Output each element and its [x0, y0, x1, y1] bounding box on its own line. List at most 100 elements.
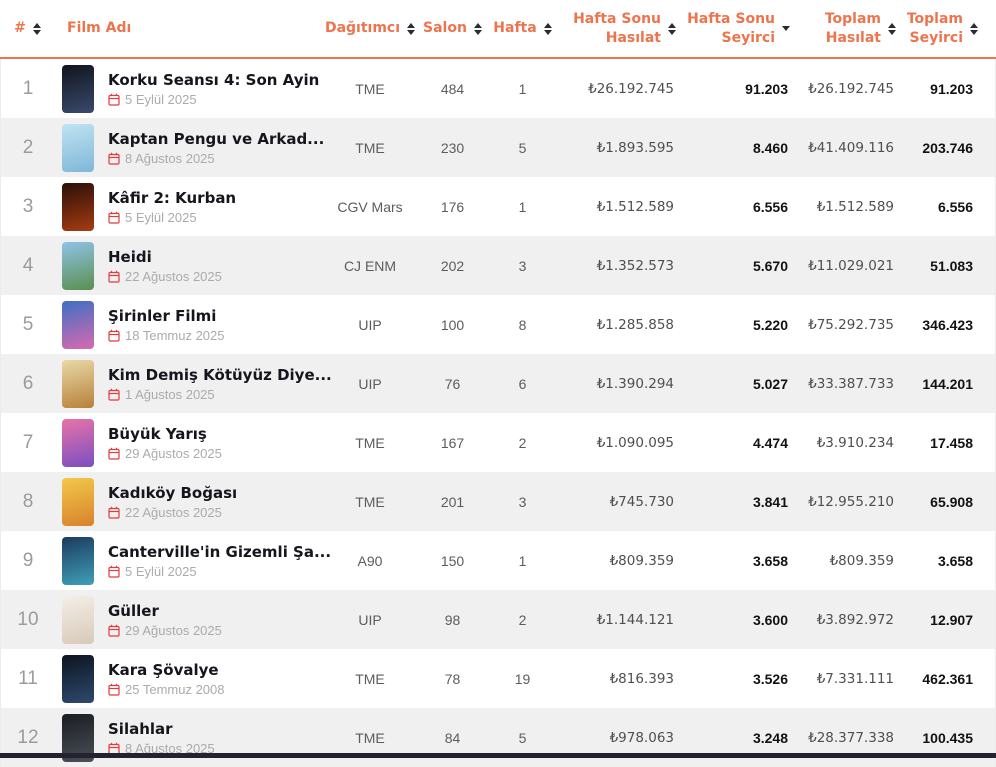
hafta-cell: 3	[518, 257, 527, 274]
film-title[interactable]: Güller	[108, 601, 159, 620]
salon-cell: 78	[444, 670, 461, 687]
film-poster[interactable]	[62, 477, 94, 526]
film-title[interactable]: Kim Demiş Kötüyüz Diye...	[108, 365, 332, 384]
film-cell: Canterville'in Gizemli Şa... 5 Eylül 202…	[55, 531, 332, 590]
distributor-cell: UIP	[358, 375, 382, 392]
weekend-gross-cell: ₺816.393	[609, 670, 674, 687]
film-release-date: 5 Eylül 2025	[108, 210, 236, 225]
film-info: Kara Şövalye 25 Temmuz 2008	[108, 661, 225, 697]
film-title[interactable]: Korku Seansı 4: Son Ayin	[108, 70, 320, 89]
hafta-cell: 3	[518, 493, 527, 510]
film-release-date: 22 Ağustos 2025	[108, 269, 222, 284]
table-row[interactable]: 2 Kaptan Pengu ve Arkad... 8 Ağustos 202…	[1, 118, 995, 177]
film-poster[interactable]	[62, 595, 94, 644]
table-row[interactable]: 8 Kadıköy Boğası 22 Ağustos 2025 TME 201…	[1, 472, 995, 531]
column-header-rank[interactable]: #	[0, 0, 55, 57]
table-row[interactable]: 4 Heidi 22 Ağustos 2025 CJ ENM 202 3 ₺1.…	[1, 236, 995, 295]
total-gross-cell: ₺75.292.735	[808, 316, 894, 333]
weekend-gross-cell: ₺745.730	[609, 493, 674, 510]
film-title[interactable]: Şirinler Filmi	[108, 306, 217, 325]
film-cell: Güller 29 Ağustos 2025	[55, 590, 320, 649]
sort-icon	[888, 22, 896, 35]
table-row[interactable]: 11 Kara Şövalye 25 Temmuz 2008 TME 78 19…	[1, 649, 995, 708]
hafta-cell: 1	[518, 80, 527, 97]
distributor-cell: TME	[355, 80, 385, 97]
film-release-date: 22 Ağustos 2025	[108, 505, 237, 520]
release-date-text: 8 Ağustos 2025	[125, 740, 215, 756]
film-poster[interactable]	[62, 241, 94, 290]
rank-cell: 7	[22, 431, 34, 453]
film-poster[interactable]	[62, 123, 94, 172]
column-header-salon[interactable]: Salon	[420, 0, 485, 57]
sort-icon	[473, 22, 482, 35]
weekend-admissions-cell: 91.203	[745, 80, 788, 97]
release-date-text: 5 Eylül 2025	[125, 563, 197, 579]
column-header-film-adi[interactable]: Film Adı	[55, 0, 320, 57]
calendar-icon	[108, 624, 120, 637]
table-row[interactable]: 5 Şirinler Filmi 18 Temmuz 2025 UIP 100 …	[1, 295, 995, 354]
weekend-admissions-cell: 4.474	[752, 434, 788, 451]
film-title[interactable]: Kaptan Pengu ve Arkad...	[108, 129, 325, 148]
film-info: Kadıköy Boğası 22 Ağustos 2025	[108, 484, 237, 520]
film-title[interactable]: Kara Şövalye	[108, 660, 219, 679]
total-admissions-cell: 65.908	[930, 493, 973, 510]
film-poster[interactable]	[62, 300, 94, 349]
table-row[interactable]: 10 Güller 29 Ağustos 2025 UIP 98 2 ₺1.14…	[1, 590, 995, 649]
table-body: 1 Korku Seansı 4: Son Ayin 5 Eylül 2025 …	[0, 59, 996, 767]
footer-bar	[0, 753, 996, 758]
column-header-hafta[interactable]: Hafta	[485, 0, 560, 57]
film-title[interactable]: Silahlar	[108, 719, 173, 738]
film-poster[interactable]	[62, 536, 94, 585]
film-poster[interactable]	[62, 359, 94, 408]
table-row[interactable]: 6 Kim Demiş Kötüyüz Diye... 1 Ağustos 20…	[1, 354, 995, 413]
film-poster[interactable]	[62, 654, 94, 703]
distributor-cell: TME	[355, 434, 385, 451]
salon-cell: 202	[440, 257, 465, 274]
hafta-cell: 5	[518, 729, 527, 746]
release-date-text: 5 Eylül 2025	[125, 91, 197, 107]
film-poster[interactable]	[62, 418, 94, 467]
column-header-label: Hafta Sonu Hasılat	[573, 11, 661, 46]
weekend-admissions-cell: 5.027	[752, 375, 788, 392]
salon-cell: 84	[444, 729, 461, 746]
table-row[interactable]: 7 Büyük Yarış 29 Ağustos 2025 TME 167 2 …	[1, 413, 995, 472]
table-row[interactable]: 9 Canterville'in Gizemli Şa... 5 Eylül 2…	[1, 531, 995, 590]
rank-cell: 11	[18, 667, 38, 689]
column-header-hafta-sonu-seyirci[interactable]: Hafta Sonu Seyirci	[680, 0, 793, 57]
column-header-label: Toplam Hasılat	[824, 11, 881, 46]
sort-icon	[668, 22, 676, 35]
film-cell: Kaptan Pengu ve Arkad... 8 Ağustos 2025	[55, 118, 325, 177]
hafta-cell: 1	[518, 198, 527, 215]
salon-cell: 150	[440, 552, 465, 569]
film-title[interactable]: Canterville'in Gizemli Şa...	[108, 542, 332, 561]
film-cell: Kâfir 2: Kurban 5 Eylül 2025	[55, 177, 320, 236]
film-poster[interactable]	[62, 182, 94, 231]
film-cell: Kim Demiş Kötüyüz Diye... 1 Ağustos 2025	[55, 354, 332, 413]
film-title[interactable]: Kâfir 2: Kurban	[108, 188, 237, 207]
rank-cell: 9	[22, 549, 34, 571]
total-gross-cell: ₺3.910.234	[816, 434, 894, 451]
column-header-toplam-hasilat[interactable]: Toplam Hasılat	[793, 0, 900, 57]
release-date-text: 18 Temmuz 2025	[125, 327, 225, 343]
total-gross-cell: ₺809.359	[829, 552, 894, 569]
total-admissions-cell: 12.907	[930, 611, 973, 628]
column-header-hafta-sonu-hasilat[interactable]: Hafta Sonu Hasılat	[560, 0, 680, 57]
total-admissions-cell: 100.435	[922, 729, 973, 746]
sort-icon	[970, 22, 978, 35]
table-row[interactable]: 3 Kâfir 2: Kurban 5 Eylül 2025 CGV Mars …	[1, 177, 995, 236]
column-header-label: Film Adı	[67, 20, 132, 37]
film-poster[interactable]	[62, 64, 94, 113]
weekend-gross-cell: ₺1.390.294	[596, 375, 674, 392]
film-title[interactable]: Heidi	[108, 247, 152, 266]
film-info: Heidi 22 Ağustos 2025	[108, 248, 222, 284]
total-gross-cell: ₺26.192.745	[808, 80, 894, 97]
table-row[interactable]: 1 Korku Seansı 4: Son Ayin 5 Eylül 2025 …	[1, 59, 995, 118]
column-header-dagitimci[interactable]: Dağıtımcı	[320, 0, 420, 57]
column-header-toplam-seyirci[interactable]: Toplam Seyirci	[900, 0, 996, 57]
film-info: Kaptan Pengu ve Arkad... 8 Ağustos 2025	[108, 129, 325, 166]
film-title[interactable]: Kadıköy Boğası	[108, 483, 238, 502]
calendar-icon	[108, 93, 120, 106]
table-row[interactable]: 12 Silahlar 8 Ağustos 2025 TME 84 5 ₺978…	[1, 708, 995, 767]
film-title[interactable]: Büyük Yarış	[108, 424, 207, 443]
